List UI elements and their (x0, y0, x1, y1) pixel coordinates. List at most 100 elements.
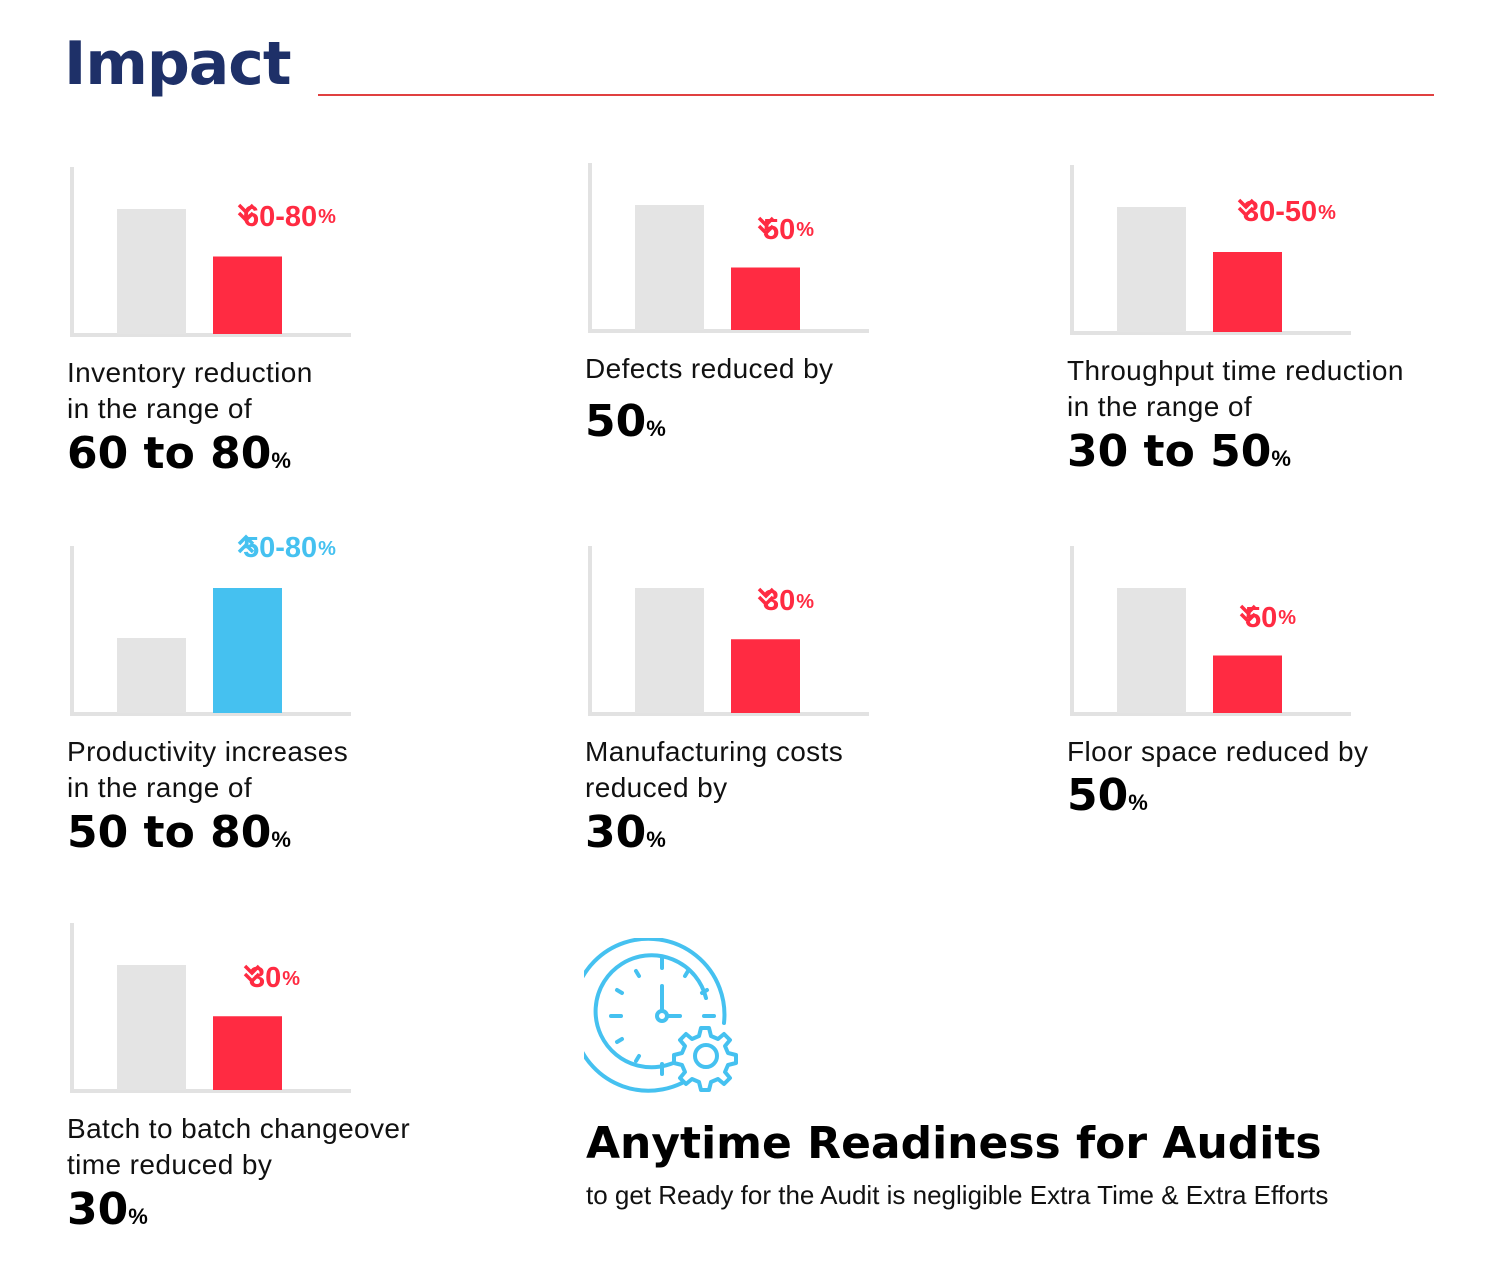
impact-description: Batch to batch changeover time reduced by (67, 1111, 477, 1183)
x-axis-line (1070, 712, 1351, 716)
description-line: Batch to batch changeover (67, 1113, 411, 1144)
x-axis-line (588, 712, 869, 716)
impact-value: 50 to 80% (67, 811, 291, 855)
bar-after (1213, 655, 1282, 713)
bar-after (731, 639, 800, 713)
impact-description: Inventory reduction in the range of (67, 355, 477, 427)
impact-value-number: 50 (1067, 770, 1129, 821)
x-axis-line (1070, 331, 1351, 335)
impact-card-floorspace: 50% Floor space reduced by 50% (1067, 546, 1487, 876)
y-axis-line (70, 923, 74, 1092)
impact-card-productivity: 50-80% Productivity increases in the range… (67, 534, 487, 876)
impact-value: 30 to 50% (1067, 430, 1291, 474)
bar-before (1117, 588, 1186, 713)
bar-chart-manufacturing (588, 546, 869, 716)
page-title: Impact (64, 29, 292, 99)
change-label: 50% (757, 215, 815, 245)
change-unit: % (318, 206, 336, 228)
change-label: 50-80% (237, 534, 336, 563)
description-line: in the range of (67, 393, 253, 424)
x-axis-line (70, 333, 351, 337)
clock-gear-icon (584, 938, 738, 1093)
impact-value-unit: % (646, 827, 666, 852)
impact-value-unit: % (128, 1204, 148, 1229)
bar-before (635, 205, 704, 330)
description-line: Floor space reduced by (1067, 736, 1369, 767)
impact-value-unit: % (271, 448, 291, 473)
y-axis-line (70, 546, 74, 715)
change-unit: % (1318, 201, 1336, 224)
impact-value-number: 50 to 80 (67, 807, 272, 858)
change-label: 30% (243, 964, 300, 993)
impact-value-unit: % (1128, 790, 1148, 815)
change-unit: % (282, 967, 301, 990)
change-unit: % (796, 219, 815, 241)
impact-value-number: 50 (585, 396, 647, 447)
bar-chart-defects (588, 163, 869, 333)
bar-chart-throughput (1070, 165, 1351, 335)
bar-before (117, 638, 186, 713)
impact-value: 30% (67, 1188, 148, 1232)
bar-after (213, 256, 282, 334)
y-axis-line (588, 163, 592, 332)
impact-value: 30% (585, 811, 666, 855)
impact-description: Productivity increases in the range of (67, 734, 477, 806)
x-axis-line (588, 329, 869, 333)
description-line: Defects reduced by (585, 353, 834, 384)
change-label: 50% (1239, 603, 1297, 633)
description-line: Manufacturing costs (585, 736, 844, 767)
impact-card-manufacturing: 30% Manufacturing costs reduced by 30% (585, 546, 1005, 876)
description-line: in the range of (1067, 391, 1253, 422)
y-axis-line (1070, 546, 1074, 715)
bar-chart-changeover (70, 923, 351, 1093)
change-label: 60-80% (237, 200, 336, 233)
impact-value-number: 60 to 80 (67, 428, 272, 479)
description-line: Productivity increases (67, 736, 349, 767)
x-axis-line (70, 712, 351, 716)
change-unit: % (796, 590, 815, 613)
change-label: 30-50% (1237, 198, 1336, 227)
change-unit: % (318, 537, 336, 560)
change-value: 60-80 (243, 200, 318, 233)
impact-value: 60 to 80% (67, 432, 291, 476)
change-value: 50-80 (243, 532, 318, 564)
impact-description: Defects reduced by (585, 351, 995, 387)
description-line: in the range of (67, 772, 253, 803)
bar-before (117, 965, 186, 1090)
impact-card-inventory: 60-80% Inventory reduction in the range of… (67, 167, 487, 497)
bar-chart-floorspace (1070, 546, 1351, 716)
impact-card-defects: 50% Defects reduced by 50% (585, 163, 1005, 493)
description-line: Inventory reduction (67, 357, 313, 388)
title-divider (318, 94, 1434, 96)
impact-card-changeover: 30% Batch to batch changeover time reduced… (67, 923, 487, 1253)
change-unit: % (1278, 607, 1297, 629)
bar-after (213, 588, 282, 713)
audit-title: Anytime Readiness for Audits (586, 1118, 1322, 1169)
y-axis-line (1070, 165, 1074, 334)
bar-after (1213, 252, 1282, 332)
audit-subtitle: to get Ready for the Audit is negligible… (586, 1180, 1329, 1210)
impact-value-unit: % (646, 416, 666, 441)
bar-before (635, 588, 704, 713)
bar-after (213, 1016, 282, 1090)
bar-before (117, 209, 186, 334)
description-line: time reduced by (67, 1149, 273, 1180)
impact-value-unit: % (1271, 446, 1291, 471)
description-line: reduced by (585, 772, 728, 803)
change-label: 30% (757, 587, 814, 616)
description-line: Throughput time reduction (1067, 355, 1404, 386)
impact-value-number: 30 (67, 1184, 129, 1235)
x-axis-line (70, 1089, 351, 1093)
bar-before (1117, 207, 1186, 332)
bar-chart-inventory (70, 167, 351, 337)
impact-description: Manufacturing costs reduced by (585, 734, 995, 806)
bar-after (731, 267, 800, 330)
impact-description: Floor space reduced by (1067, 734, 1477, 770)
impact-value: 50% (1067, 774, 1148, 818)
y-axis-line (70, 167, 74, 336)
impact-value-number: 30 (585, 807, 647, 858)
impact-value-unit: % (271, 827, 291, 852)
impact-value-number: 30 to 50 (1067, 426, 1272, 477)
impact-description: Throughput time reduction in the range of (1067, 353, 1477, 425)
change-value: 30-50 (1243, 196, 1318, 228)
